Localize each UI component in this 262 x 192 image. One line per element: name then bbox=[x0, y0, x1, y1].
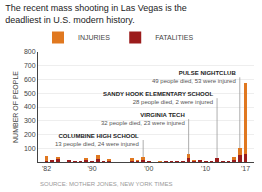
svg-text:'00: '00 bbox=[144, 165, 153, 172]
svg-text:PULSE NIGHTCLUB49 people died,: PULSE NIGHTCLUB49 people died, 53 were i… bbox=[152, 70, 236, 84]
svg-text:COLUMBINE HIGH SCHOOL13 people: COLUMBINE HIGH SCHOOL13 people died, 24 … bbox=[55, 133, 139, 147]
svg-text:100: 100 bbox=[24, 145, 36, 152]
svg-text:SOURCE: MOTHER JONES, NEW YORK: SOURCE: MOTHER JONES, NEW YORK TIMES bbox=[40, 181, 172, 187]
svg-text:700: 700 bbox=[24, 62, 36, 69]
svg-text:400: 400 bbox=[24, 103, 36, 110]
svg-text:FATALITIES: FATALITIES bbox=[155, 34, 193, 41]
svg-text:'17: '17 bbox=[241, 165, 250, 172]
svg-text:300: 300 bbox=[24, 117, 36, 124]
svg-text:800: 800 bbox=[24, 48, 36, 55]
svg-text:SANDY HOOK ELEMENTARY SCHOOL28: SANDY HOOK ELEMENTARY SCHOOL28 people di… bbox=[103, 91, 213, 105]
svg-text:500: 500 bbox=[24, 90, 36, 97]
svg-text:'10: '10 bbox=[201, 165, 210, 172]
svg-text:NUMBER OF PEOPLE: NUMBER OF PEOPLE bbox=[12, 71, 19, 143]
svg-text:'90: '90 bbox=[87, 165, 96, 172]
svg-text:INJURIES: INJURIES bbox=[78, 34, 110, 41]
svg-text:600: 600 bbox=[24, 76, 36, 83]
svg-text:The recent mass shooting in La: The recent mass shooting in Las Vegas is… bbox=[5, 3, 187, 25]
svg-text:200: 200 bbox=[24, 131, 36, 138]
svg-text:'82: '82 bbox=[42, 165, 51, 172]
svg-text:VIRGINIA TECH32 people died, 2: VIRGINIA TECH32 people died, 23 were inj… bbox=[101, 112, 185, 126]
